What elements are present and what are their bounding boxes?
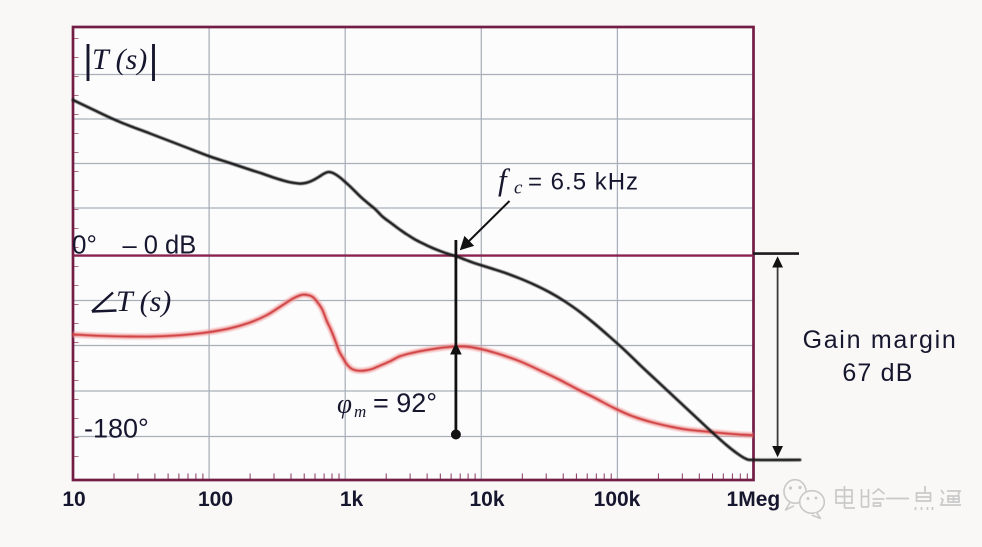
svg-text:φ: φ — [337, 389, 352, 419]
svg-text:= 92°: = 92° — [373, 388, 437, 418]
svg-text:1Meg: 1Meg — [727, 488, 781, 511]
svg-text:100: 100 — [198, 488, 233, 511]
svg-text:– 0 dB: – 0 dB — [123, 232, 197, 260]
svg-text:m: m — [354, 402, 366, 421]
svg-text:= 6.5 kHz: = 6.5 kHz — [528, 169, 639, 196]
svg-text:T (s): T (s) — [92, 43, 147, 76]
svg-text:-180°: -180° — [84, 414, 149, 444]
svg-text:10: 10 — [62, 488, 85, 511]
svg-text:Gain margin: Gain margin — [803, 326, 958, 354]
svg-text:c: c — [514, 178, 523, 199]
svg-text:100k: 100k — [594, 488, 641, 511]
svg-text:T (s): T (s) — [116, 285, 171, 318]
svg-text:67 dB: 67 dB — [842, 359, 913, 387]
svg-text:10k: 10k — [469, 488, 504, 511]
svg-text:0°: 0° — [72, 230, 97, 260]
svg-text:1k: 1k — [340, 488, 364, 511]
